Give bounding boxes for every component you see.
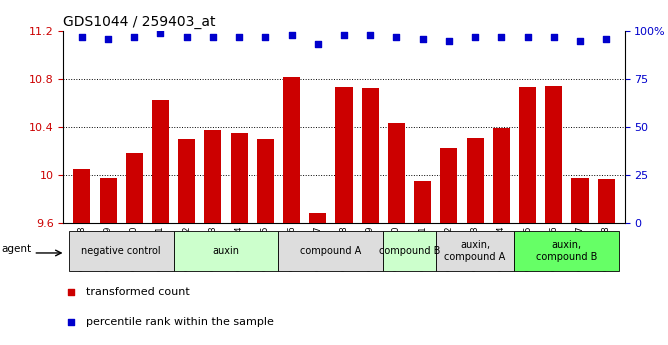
Point — [260, 34, 271, 40]
Point — [129, 34, 140, 40]
Point — [548, 34, 559, 40]
Bar — [100, 178, 116, 345]
Point — [155, 30, 166, 36]
Text: compound B: compound B — [379, 246, 440, 256]
Bar — [383, 231, 436, 271]
Bar — [69, 231, 174, 271]
Point — [496, 34, 507, 40]
Bar — [335, 87, 353, 345]
Bar — [436, 231, 514, 271]
Text: GDS1044 / 259403_at: GDS1044 / 259403_at — [63, 14, 216, 29]
Bar — [204, 130, 221, 345]
Text: transformed count: transformed count — [86, 287, 189, 297]
Text: auxin,
compound B: auxin, compound B — [536, 240, 598, 262]
Bar — [545, 86, 562, 345]
Bar — [126, 153, 143, 345]
Bar — [440, 148, 458, 345]
Point — [181, 34, 192, 40]
Bar — [230, 133, 248, 345]
Point — [313, 42, 323, 47]
Point — [574, 38, 585, 43]
Point — [444, 38, 454, 43]
Point — [76, 34, 87, 40]
Bar — [73, 169, 90, 345]
Bar — [467, 138, 484, 345]
Text: negative control: negative control — [81, 246, 161, 256]
Point — [66, 319, 77, 325]
Bar — [178, 139, 195, 345]
Bar — [572, 178, 589, 345]
Point — [470, 34, 480, 40]
Point — [103, 36, 114, 41]
Bar — [152, 100, 169, 345]
Text: percentile rank within the sample: percentile rank within the sample — [86, 317, 273, 327]
Bar — [361, 89, 379, 345]
Bar — [257, 139, 274, 345]
Point — [286, 32, 297, 38]
Text: agent: agent — [1, 244, 31, 254]
Bar — [414, 181, 432, 345]
Point — [391, 34, 402, 40]
Bar — [514, 231, 619, 271]
Text: auxin: auxin — [212, 246, 240, 256]
Point — [208, 34, 218, 40]
Bar — [174, 231, 279, 271]
Point — [66, 290, 77, 295]
Bar — [309, 213, 327, 345]
Bar — [493, 128, 510, 345]
Text: compound A: compound A — [301, 246, 361, 256]
Bar — [598, 179, 615, 345]
Bar — [388, 123, 405, 345]
Point — [234, 34, 244, 40]
Point — [339, 32, 349, 38]
Point — [365, 32, 375, 38]
Bar — [283, 77, 300, 345]
Point — [522, 34, 533, 40]
Bar — [279, 231, 383, 271]
Text: auxin,
compound A: auxin, compound A — [444, 240, 506, 262]
Point — [601, 36, 612, 41]
Point — [418, 36, 428, 41]
Bar — [519, 87, 536, 345]
